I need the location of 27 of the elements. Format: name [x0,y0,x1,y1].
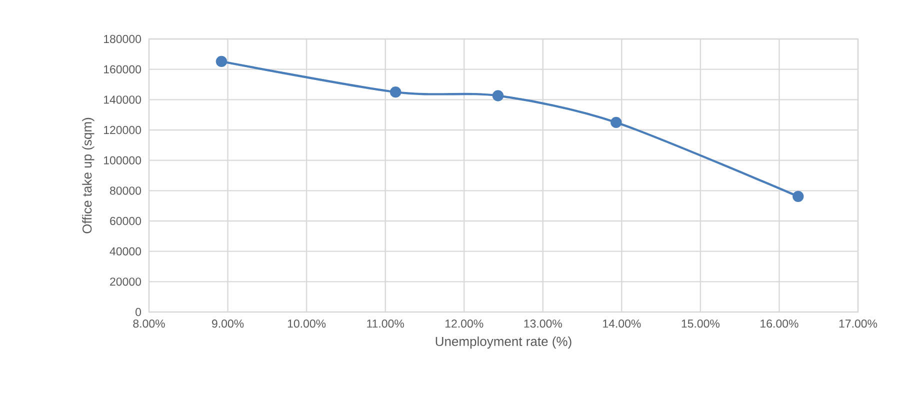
y-tick-label: 60000 [110,216,142,226]
x-tick-label: 13.00% [524,320,562,328]
x-tick-label: 17.00% [839,320,878,328]
y-tick-label: 140000 [104,96,142,104]
y-tick-label: 180000 [104,34,142,44]
y-axis-title: Office take up (sqm) [82,118,94,234]
x-tick-label: 10.00% [288,320,326,328]
x-tick-label: 11.00% [367,320,404,328]
x-tick-label: 8.00% [133,320,165,328]
point [610,116,622,128]
y-tick-label: 80000 [110,186,142,195]
point [792,190,804,202]
y-tick-label: 120000 [104,126,142,134]
y-tick-label: 160000 [104,65,142,74]
x-tick-label: 9.00% [212,320,244,328]
x-axis-title: Unemployment rate (%) [436,336,572,349]
point [492,90,504,102]
point [390,86,402,98]
x-tick-label: 15.00% [682,320,720,328]
y-tick-label: 20000 [110,278,142,286]
point [216,56,228,68]
y-tick-label: 40000 [110,247,142,256]
x-tick-label: 12.00% [445,320,484,328]
y-tick-label: 0 [136,308,142,316]
x-tick-label: 14.00% [603,320,641,328]
y-tick-label: 100000 [104,156,142,164]
x-tick-label: 16.00% [760,320,798,328]
